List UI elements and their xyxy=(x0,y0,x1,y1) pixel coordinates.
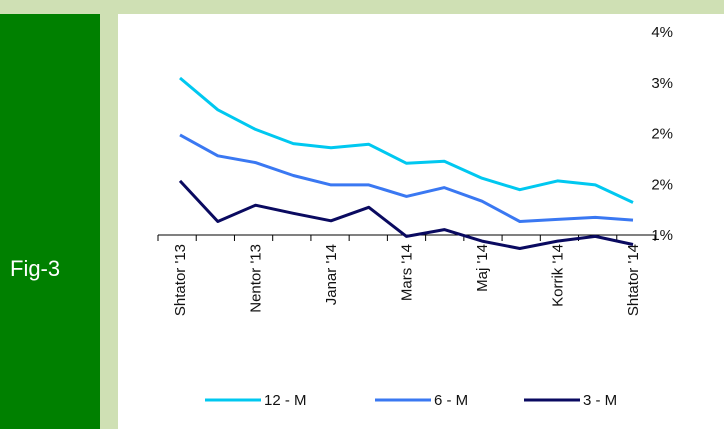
y-axis-tick-labels: 4% 3% 2% 2% 1% xyxy=(651,24,673,244)
y-tick-label: 1% xyxy=(651,227,673,244)
chart-area: 4% 3% 2% 2% 1% Shtator '13 Nentor '13 Janar '1… xyxy=(118,14,724,429)
series-lines xyxy=(178,76,634,250)
x-tick-label: Shtator '14 xyxy=(625,244,642,316)
series-line-3m xyxy=(178,179,634,250)
y-tick-label: 2% xyxy=(651,176,673,193)
legend-label: 12 - M xyxy=(264,392,307,409)
series-line-12m xyxy=(179,76,634,204)
y-tick-label: 3% xyxy=(651,75,673,92)
legend-label: 3 - M xyxy=(583,392,617,409)
x-tick-label: Janar '14 xyxy=(323,244,340,305)
x-tick-label: Maj '14 xyxy=(474,244,491,292)
legend: 12 - M 6 - M 3 - M xyxy=(205,392,617,409)
top-band xyxy=(0,0,724,14)
x-tick-label: Korrik '14 xyxy=(550,244,567,307)
series-line-6m xyxy=(179,133,634,223)
y-tick-label: 4% xyxy=(651,24,673,41)
x-tick-label: Mars '14 xyxy=(399,244,416,301)
x-tick-label: Nentor '13 xyxy=(248,244,265,313)
side-band xyxy=(0,14,100,429)
x-tick-label: Shtator '13 xyxy=(172,244,189,316)
x-axis: Shtator '13 Nentor '13 Janar '14 Mars '14 Ma… xyxy=(157,234,656,316)
y-tick-label: 2% xyxy=(651,126,673,143)
figure-label: Fig-3 xyxy=(10,256,61,281)
line-chart: 4% 3% 2% 2% 1% Shtator '13 Nentor '13 Janar '1… xyxy=(157,24,673,409)
side-strip xyxy=(100,14,118,429)
legend-label: 6 - M xyxy=(434,392,468,409)
